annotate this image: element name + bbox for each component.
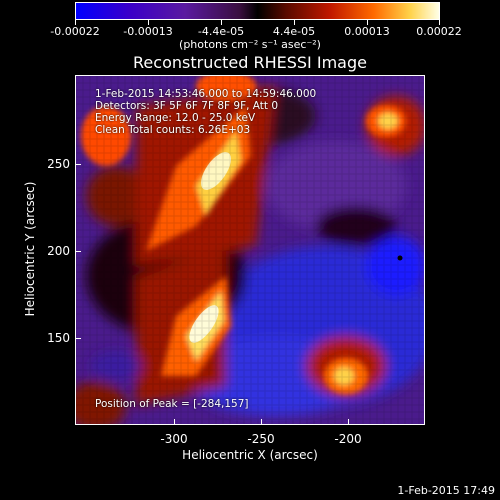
colorbar-tick-label: -4.4e-05 xyxy=(197,25,245,38)
y-tick-mark xyxy=(75,251,81,252)
detectors-info: Detectors: 3F 5F 6F 7F 8F 9F, Att 0 xyxy=(95,100,279,112)
energy-range: Energy Range: 12.0 - 25.0 keV xyxy=(95,112,256,124)
colorbar-tick-label: 0.00013 xyxy=(344,25,390,38)
x-tick-label: -300 xyxy=(160,432,188,446)
y-tick-label: 150 xyxy=(47,331,70,345)
colorbar xyxy=(75,2,440,20)
colorbar-tick-label: -0.00022 xyxy=(50,25,100,38)
peak-position: Position of Peak = [-284,157] xyxy=(95,398,249,410)
x-axis-label: Heliocentric X (arcsec) xyxy=(182,448,318,462)
y-tick-label: 200 xyxy=(47,244,70,258)
y-tick-label: 250 xyxy=(47,157,70,171)
x-tick-label: -250 xyxy=(247,432,275,446)
colorbar-tick-label: 4.4e-05 xyxy=(272,25,316,38)
colorbar-units: (photons cm⁻² s⁻¹ asec⁻²) xyxy=(179,38,321,51)
x-tick-mark xyxy=(348,419,349,425)
colorbar-tick xyxy=(148,20,149,25)
colorbar-tick-label: 0.00022 xyxy=(416,25,462,38)
y-axis-label: Heliocentric Y (arcsec) xyxy=(23,181,37,317)
colorbar-tick xyxy=(221,20,222,25)
image-title: Reconstructed RHESSI Image xyxy=(133,53,367,72)
x-tick-mark xyxy=(261,419,262,425)
x-tick-mark xyxy=(174,419,175,425)
intensity-map xyxy=(76,76,424,424)
rhessi-image: 1-Feb-2015 14:53:46.000 to 14:59:46.000 … xyxy=(75,75,425,425)
colorbar-tick-label: -0.00013 xyxy=(123,25,173,38)
y-tick-mark xyxy=(75,164,81,165)
x-tick-label: -200 xyxy=(334,432,362,446)
colorbar-tick xyxy=(75,20,76,25)
observation-time: 1-Feb-2015 14:53:46.000 to 14:59:46.000 xyxy=(95,88,317,100)
clean-total-counts: Clean Total counts: 6.26E+03 xyxy=(95,124,251,136)
colorbar-tick xyxy=(439,20,440,25)
colorbar-tick xyxy=(367,20,368,25)
y-tick-mark xyxy=(75,338,81,339)
colorbar-tick xyxy=(294,20,295,25)
render-timestamp: 1-Feb-2015 17:49 xyxy=(397,484,495,497)
